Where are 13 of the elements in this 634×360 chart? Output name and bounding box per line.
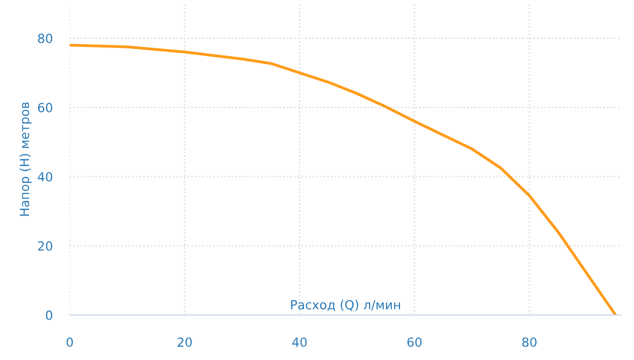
- y-tick-label: 80: [38, 34, 52, 44]
- y-tick-label: 60: [38, 102, 52, 112]
- x-tick-label: 60: [407, 337, 422, 347]
- x-tick-label: 80: [522, 337, 537, 347]
- line-series: [70, 44, 617, 315]
- x-axis-title: Расход (Q) л/мин: [291, 300, 400, 312]
- x-tick-label: 0: [66, 337, 73, 347]
- y-tick-label: 20: [38, 241, 52, 251]
- x-tick-label: 40: [292, 337, 307, 347]
- x-tick-label: 20: [178, 337, 192, 347]
- y-tick-label: 0: [46, 310, 52, 320]
- y-axis-title: Напор (H) метров: [20, 102, 32, 216]
- y-tick-label: 40: [38, 172, 52, 182]
